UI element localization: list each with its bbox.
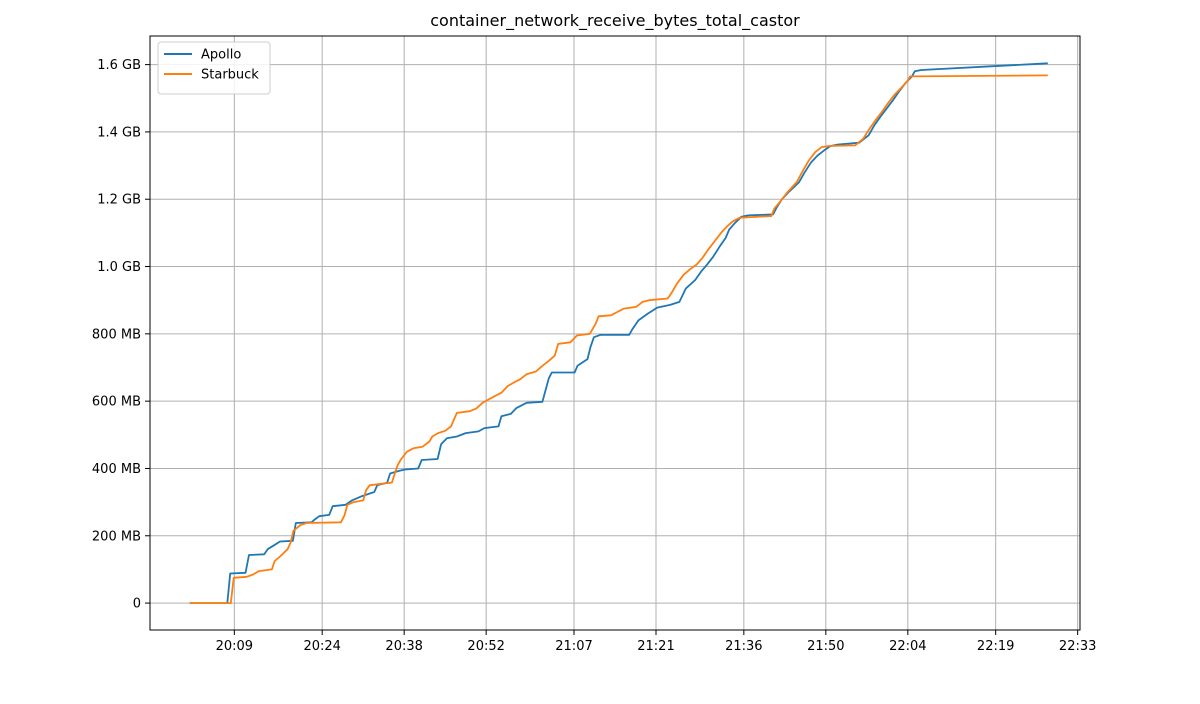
x-tick-label: 22:33 xyxy=(1059,639,1096,654)
y-tick-label: 0 xyxy=(133,597,141,612)
y-tick-label: 600 MB xyxy=(92,395,141,410)
legend-label: Apollo xyxy=(201,48,241,63)
x-axis: 20:09 20:24 20:38 20:52 21:07 21:21 21:36 21:50… xyxy=(216,630,1096,654)
plot-frame xyxy=(149,35,1081,631)
y-tick-label: 1.2 GB xyxy=(97,193,141,208)
x-tick-label: 21:50 xyxy=(807,639,844,654)
x-tick-label: 21:07 xyxy=(555,639,592,654)
y-tick-label: 400 MB xyxy=(92,462,141,477)
x-tick-label: 22:04 xyxy=(889,639,926,654)
x-tick-label: 21:21 xyxy=(637,639,674,654)
series-line-apollo xyxy=(189,62,1048,604)
grid-lines xyxy=(150,36,1080,630)
y-tick-label: 200 MB xyxy=(92,529,141,544)
x-tick-label: 20:52 xyxy=(467,639,504,654)
x-tick-label: 20:09 xyxy=(216,639,253,654)
x-tick-label: 21:36 xyxy=(725,639,762,654)
x-tick-label: 22:19 xyxy=(977,639,1014,654)
x-tick-label: 20:24 xyxy=(303,639,340,654)
x-tick-label: 20:38 xyxy=(385,639,422,654)
y-axis: 0 200 MB 400 MB 600 MB 800 MB 1.0 GB 1.2 GB 1.4… xyxy=(92,58,150,612)
legend: Apollo Starbuck xyxy=(157,41,271,95)
legend-label: Starbuck xyxy=(201,68,259,83)
series-line-starbuck xyxy=(189,74,1048,604)
y-tick-label: 1.4 GB xyxy=(97,125,141,140)
y-tick-label: 1.6 GB xyxy=(97,58,141,73)
chart-title: container_network_receive_bytes_total_ca… xyxy=(430,11,800,31)
series-lines xyxy=(189,62,1048,604)
y-tick-label: 1.0 GB xyxy=(97,260,141,275)
y-tick-label: 800 MB xyxy=(92,327,141,342)
